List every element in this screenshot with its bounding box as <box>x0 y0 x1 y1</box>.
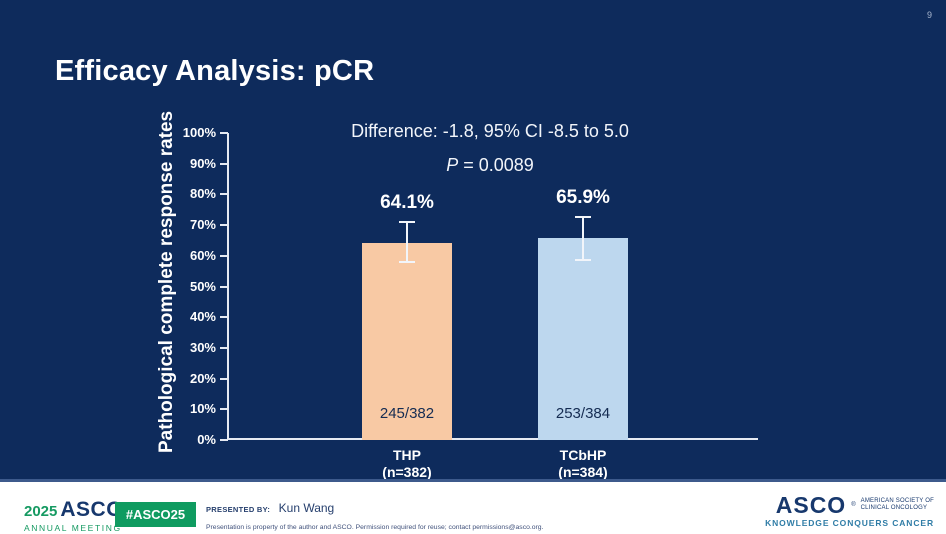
error-bar-bottom-cap <box>399 260 415 263</box>
y-axis-tick-mark <box>220 377 228 380</box>
meeting-year-label: 2025 <box>24 503 58 520</box>
p-symbol: P <box>446 155 459 175</box>
asco-annual-meeting-logo-row: 2025 ASCO ® <box>24 498 130 522</box>
asco-annual-meeting-logo: 2025 ASCO ® ANNUAL MEETING <box>24 498 130 533</box>
bar-value-label-tcbhp: 65.9% <box>556 187 610 209</box>
y-axis-line <box>227 133 229 440</box>
category-n-label: (n=384) <box>558 464 608 480</box>
y-axis-tick-label: 90% <box>189 155 216 171</box>
slide-title: Efficacy Analysis: pCR <box>55 55 375 88</box>
x-axis-category-label-tcbhp: TCbHP (n=384) <box>503 447 663 481</box>
footer: 2025 ASCO ® ANNUAL MEETING #ASCO25 PRESE… <box>0 482 946 534</box>
category-name: TCbHP <box>559 447 607 463</box>
category-name: THP <box>393 447 421 463</box>
x-axis-line <box>227 438 758 440</box>
hashtag-badge: #ASCO25 <box>115 502 196 527</box>
disclaimer-text: Presentation is property of the author a… <box>206 524 544 531</box>
y-axis-tick-label: 20% <box>189 370 216 386</box>
presented-by-label: PRESENTED BY: <box>206 505 271 514</box>
presented-by-block: PRESENTED BY: Kun Wang Presentation is p… <box>206 499 543 531</box>
meeting-name-label: ANNUAL MEETING <box>24 523 122 533</box>
y-axis-tick-mark <box>220 132 228 134</box>
y-axis-tick-mark <box>220 316 228 319</box>
asco-wordmark: ASCO <box>775 492 847 518</box>
y-axis-tick-label: 10% <box>189 401 216 417</box>
asco-tagline: KNOWLEDGE CONQUERS CANCER <box>765 518 934 528</box>
p-value: = 0.0089 <box>463 155 534 175</box>
y-axis-tick-label: 60% <box>189 247 216 263</box>
error-bar-tcbhp <box>582 217 584 261</box>
p-value-annotation: P = 0.0089 <box>240 155 740 176</box>
y-axis-tick-label: 30% <box>189 339 216 355</box>
bar-fraction-label: 253/384 <box>555 404 611 422</box>
y-axis-tick-mark <box>220 408 228 411</box>
y-axis-tick-mark <box>220 254 228 257</box>
asco-full-name-line2: CLINICAL ONCOLOGY <box>860 505 928 511</box>
y-axis-tick-label: 0% <box>197 432 216 447</box>
y-axis-tick-label: 80% <box>189 186 216 202</box>
y-axis-tick-label: 70% <box>189 217 216 233</box>
y-axis-tick-mark <box>220 346 228 349</box>
y-axis-tick-label: 40% <box>189 309 216 325</box>
error-bar-top-cap <box>575 216 591 219</box>
bar-thp: 245/382 <box>362 243 452 440</box>
asco-full-name: AMERICAN SOCIETY OF CLINICAL ONCOLOGY <box>861 498 934 513</box>
meeting-org-label: ASCO <box>60 498 124 521</box>
asco-full-name-line1: AMERICAN SOCIETY OF <box>860 497 934 504</box>
y-axis-tick-mark <box>220 285 228 288</box>
error-bar-bottom-cap <box>575 259 591 262</box>
asco-org-logo: ASCO ® AMERICAN SOCIETY OF CLINICAL ONCO… <box>765 492 934 529</box>
error-bar-thp <box>406 222 408 262</box>
bar-fraction-label: 245/382 <box>379 404 435 422</box>
y-axis-tick-label: 50% <box>189 278 216 294</box>
difference-annotation: Difference: -1.8, 95% CI -8.5 to 5.0 <box>351 121 629 141</box>
y-axis-tick-mark <box>220 162 228 165</box>
error-bar-top-cap <box>399 221 415 224</box>
presenter-name: Kun Wang <box>278 501 335 515</box>
bar-tcbhp: 253/384 <box>538 237 628 440</box>
bar-value-label-thp: 64.1% <box>380 192 434 214</box>
slide-bottom-edge <box>0 479 946 482</box>
y-axis-tick-mark <box>220 193 228 196</box>
slide-page-number: 9 <box>926 10 932 20</box>
y-axis-tick-mark <box>220 439 228 441</box>
x-axis-category-label-thp: THP (n=382) <box>327 447 487 481</box>
asco-org-logo-row: ASCO ® AMERICAN SOCIETY OF CLINICAL ONCO… <box>765 492 934 518</box>
y-axis-tick-label: 100% <box>182 125 216 140</box>
category-n-label: (n=382) <box>382 464 432 480</box>
y-axis-tick-mark <box>220 224 228 227</box>
registered-mark: ® <box>851 502 856 508</box>
presented-by-line: PRESENTED BY: Kun Wang <box>206 499 543 517</box>
